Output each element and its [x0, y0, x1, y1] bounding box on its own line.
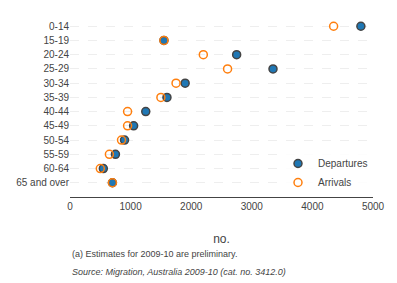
svg-text:55-59: 55-59 [43, 149, 69, 160]
svg-text:Departures: Departures [318, 158, 367, 169]
svg-text:Arrivals: Arrivals [318, 177, 351, 188]
svg-text:45-49: 45-49 [43, 120, 69, 131]
svg-text:4000: 4000 [301, 201, 324, 212]
svg-text:no.: no. [213, 232, 230, 246]
svg-text:65 and over: 65 and over [16, 177, 69, 188]
svg-text:60-64: 60-64 [43, 163, 69, 174]
svg-text:2000: 2000 [180, 201, 203, 212]
svg-text:5000: 5000 [362, 201, 385, 212]
svg-text:0: 0 [67, 201, 73, 212]
svg-text:25-29: 25-29 [43, 63, 69, 74]
svg-text:3000: 3000 [241, 201, 264, 212]
svg-text:35-39: 35-39 [43, 92, 69, 103]
svg-text:50-54: 50-54 [43, 135, 69, 146]
svg-text:20-24: 20-24 [43, 49, 69, 60]
svg-text:Source: Migration, Australia 2: Source: Migration, Australia 2009-10 (ca… [72, 267, 286, 277]
svg-text:30-34: 30-34 [43, 78, 69, 89]
svg-text:1000: 1000 [119, 201, 142, 212]
svg-text:0-14: 0-14 [49, 21, 69, 32]
svg-text:(a) Estimates for 2009-10 are: (a) Estimates for 2009-10 are preliminar… [72, 249, 237, 259]
svg-text:40-44: 40-44 [43, 106, 69, 117]
svg-text:15-19: 15-19 [43, 35, 69, 46]
